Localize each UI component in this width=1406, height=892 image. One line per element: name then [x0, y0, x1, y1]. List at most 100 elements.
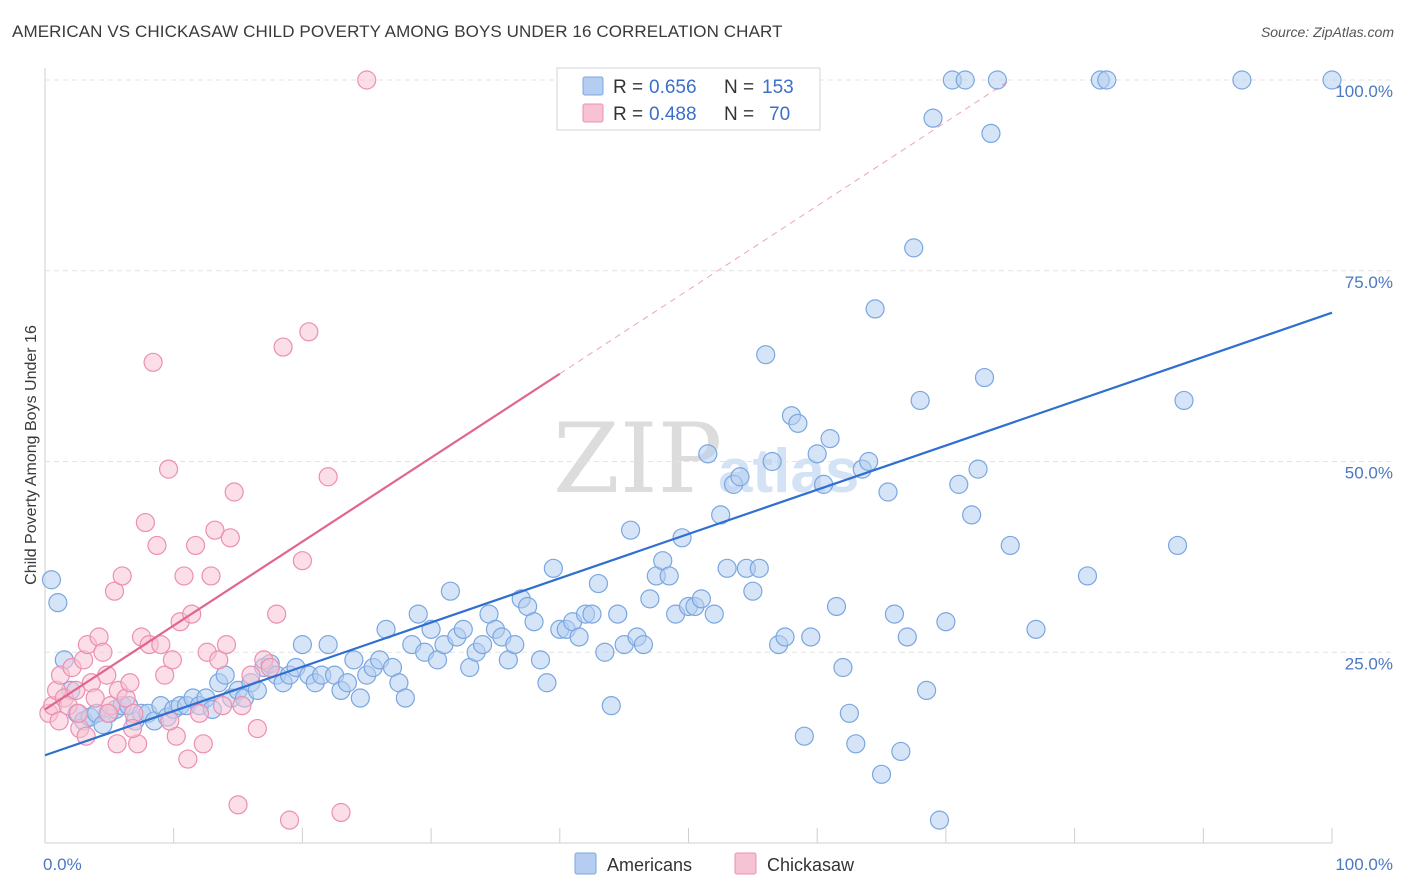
bottom-legend: Americans Chickasaw [574, 852, 855, 875]
americans-point-134 [904, 238, 924, 258]
americans-point-153 [1167, 535, 1188, 556]
trend-lines [44, 79, 1333, 757]
americans-point-156 [1322, 70, 1342, 90]
y-tick-label-75: 75.0% [1345, 273, 1393, 292]
americans-point-148 [1000, 535, 1020, 556]
americans-point-86 [595, 642, 615, 662]
chickasaw-point-44 [209, 650, 229, 670]
chickasaw-point-14 [93, 642, 113, 662]
chickasaw-point-17 [104, 581, 125, 601]
americans-point-43 [318, 635, 338, 655]
bottom-legend-swatch-chickasaw [734, 852, 757, 875]
bottom-legend-chickasaw: Chickasaw [767, 855, 855, 875]
legend-r-americans: 0.656 [649, 77, 697, 98]
americans-point-82 [569, 627, 589, 647]
chickasaw-point-62 [357, 70, 377, 90]
americans-point-98 [672, 528, 692, 548]
americans-point-139 [936, 612, 956, 632]
chickasaw-trend-line [44, 372, 561, 711]
chickasaw-point-49 [228, 795, 248, 815]
chickasaw-point-21 [120, 673, 140, 693]
americans-point-76 [530, 650, 551, 670]
americans-point-131 [884, 604, 905, 624]
chickasaw-point-19 [112, 566, 132, 586]
americans-point-117 [794, 726, 814, 746]
chickasaw-point-12 [85, 688, 105, 708]
americans-point-87 [601, 696, 621, 716]
americans-point-90 [620, 520, 641, 540]
chickasaw-trend-extension [559, 79, 1011, 375]
chickasaw-point-38 [185, 535, 206, 556]
chickasaw-point-40 [193, 734, 213, 754]
chickasaw-point-65 [49, 711, 69, 731]
legend-box: R = 0.656 N = 153 R = 0.488 N = 70 [556, 67, 821, 131]
americans-point-105 [717, 558, 737, 578]
chickasaw-point-27 [143, 352, 163, 372]
americans-point-67 [472, 635, 493, 655]
chickasaw-point-42 [201, 566, 221, 586]
chickasaw-point-48 [224, 482, 244, 502]
x-tick-label-max: 100.0% [1335, 855, 1393, 874]
americans-point-101 [691, 589, 711, 609]
chickasaw-point-60 [318, 467, 338, 487]
americans-point-107 [730, 467, 750, 487]
chickasaw-point-67 [98, 703, 118, 723]
americans-point-78 [543, 558, 563, 578]
americans-trend-line [44, 311, 1333, 757]
chickasaw-point-56 [273, 337, 293, 357]
americans-point-129 [871, 764, 892, 784]
americans-point-147 [987, 70, 1007, 90]
americans-point-125 [846, 734, 866, 754]
americans-point-154 [1174, 390, 1194, 411]
legend-n-americans: 153 [762, 77, 794, 98]
chickasaw-point-31 [158, 459, 179, 479]
americans-point-121 [820, 429, 840, 449]
x-ticks [44, 828, 1333, 843]
chickasaw-point-36 [178, 749, 198, 769]
americans-point-111 [756, 345, 776, 365]
americans-point-152 [1097, 70, 1117, 90]
americans-point-109 [743, 581, 763, 601]
chickasaw-points [39, 70, 377, 830]
americans-point-155 [1232, 70, 1252, 90]
americans-point-137 [923, 108, 943, 128]
americans-point-1 [48, 593, 68, 613]
americans-point-88 [608, 604, 628, 624]
americans-point-133 [897, 627, 917, 647]
americans-point-77 [537, 673, 557, 693]
americans-point-48 [350, 688, 370, 708]
chickasaw-point-35 [174, 566, 194, 586]
chickasaw-point-66 [68, 703, 89, 723]
americans-point-127 [859, 451, 879, 472]
americans-point-103 [704, 604, 724, 624]
americans-point-93 [640, 589, 660, 609]
americans-point-118 [801, 627, 821, 647]
americans-point-85 [588, 573, 609, 594]
americans-point-150 [1077, 566, 1098, 586]
americans-point-92 [633, 635, 654, 655]
americans-point-149 [1026, 619, 1046, 639]
legend-n-chickasaw: 70 [769, 104, 790, 125]
legend-n-label-americans: N = [724, 77, 754, 98]
americans-point-142 [955, 70, 975, 90]
chickasaw-point-64 [107, 734, 127, 754]
legend-r-label-chickasaw: R = [613, 104, 643, 125]
legend-swatch-chickasaw [582, 103, 604, 123]
chickasaw-point-58 [292, 551, 312, 571]
chickasaw-point-46 [216, 635, 237, 655]
americans-point-146 [981, 123, 1001, 144]
americans-point-145 [974, 367, 995, 388]
americans-point-116 [788, 413, 808, 433]
chickasaw-point-47 [220, 528, 240, 548]
legend-n-label-chickasaw: N = [724, 104, 754, 125]
legend-r-label-americans: R = [613, 77, 643, 98]
americans-point-39 [292, 635, 312, 655]
x-tick-label-min: 0.0% [43, 855, 82, 874]
y-tick-label-25: 25.0% [1345, 654, 1393, 673]
americans-point-112 [762, 451, 782, 472]
americans-point-96 [659, 566, 679, 586]
legend-swatch-americans [582, 76, 604, 96]
chickasaw-point-39 [189, 703, 210, 723]
americans-point-55 [395, 688, 415, 708]
americans-point-143 [962, 505, 982, 525]
